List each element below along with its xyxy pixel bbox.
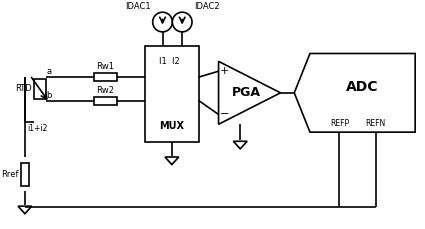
Text: ADC: ADC: [346, 80, 379, 94]
Text: −: −: [220, 109, 229, 120]
Bar: [94, 73, 117, 81]
Polygon shape: [233, 141, 247, 149]
Text: REFP: REFP: [330, 119, 349, 128]
Circle shape: [173, 12, 192, 32]
Bar: [34, 79, 45, 99]
Polygon shape: [294, 54, 415, 132]
Text: Rref: Rref: [2, 170, 19, 179]
Text: a: a: [46, 67, 52, 76]
Bar: [21, 163, 29, 186]
Text: REFN: REFN: [366, 119, 386, 128]
Text: PGA: PGA: [232, 86, 261, 99]
Text: MUX: MUX: [159, 121, 184, 131]
Text: IDAC1: IDAC1: [125, 2, 151, 11]
Text: I1  I2: I1 I2: [159, 57, 179, 66]
Polygon shape: [18, 206, 32, 214]
Text: i1+i2: i1+i2: [27, 124, 47, 133]
Text: IDAC2: IDAC2: [194, 2, 220, 11]
Polygon shape: [218, 61, 280, 124]
Bar: [94, 97, 117, 105]
Text: b: b: [46, 91, 52, 100]
Circle shape: [153, 12, 173, 32]
Bar: [145, 46, 199, 142]
Text: +: +: [220, 66, 229, 76]
Text: Rw2: Rw2: [96, 86, 114, 95]
Polygon shape: [165, 157, 179, 165]
Text: Rw1: Rw1: [96, 62, 114, 71]
Text: RTD: RTD: [15, 84, 32, 93]
